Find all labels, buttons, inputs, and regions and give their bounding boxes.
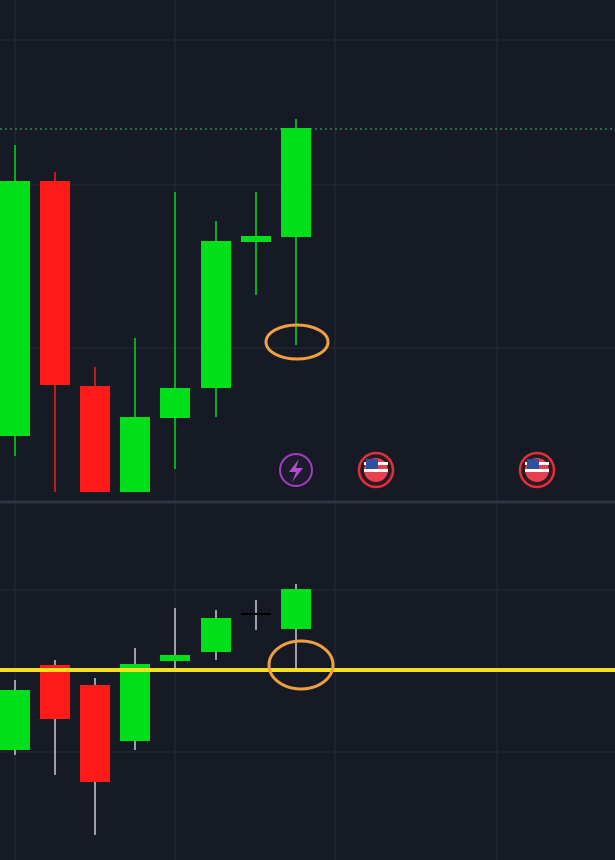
- candle: [80, 685, 110, 782]
- event-flag[interactable]: [357, 451, 395, 489]
- event-icons: [279, 451, 556, 489]
- candle: [0, 181, 30, 436]
- lightning-icon: [289, 459, 303, 482]
- annotation-circle: [264, 323, 330, 361]
- candle: [0, 690, 30, 750]
- upper-candles: [0, 119, 311, 492]
- lower-candles: [0, 584, 311, 835]
- candle: [120, 664, 150, 741]
- candle: [80, 386, 110, 492]
- candle: [241, 236, 271, 242]
- candle: [241, 613, 271, 615]
- candle: [40, 665, 70, 719]
- candle: [201, 618, 231, 652]
- candle: [160, 655, 190, 661]
- flag-canton: [527, 459, 539, 469]
- event-flag[interactable]: [518, 451, 556, 489]
- candle: [40, 181, 70, 385]
- candle: [120, 417, 150, 492]
- event-lightning[interactable]: [279, 453, 313, 487]
- candle: [281, 589, 311, 629]
- candle: [281, 128, 311, 237]
- flag-stripe: [525, 469, 549, 472]
- annotation-circle: [267, 639, 335, 691]
- candle: [201, 241, 231, 388]
- flag-stripe: [364, 469, 388, 472]
- flag-canton: [366, 459, 378, 469]
- candle: [160, 388, 190, 418]
